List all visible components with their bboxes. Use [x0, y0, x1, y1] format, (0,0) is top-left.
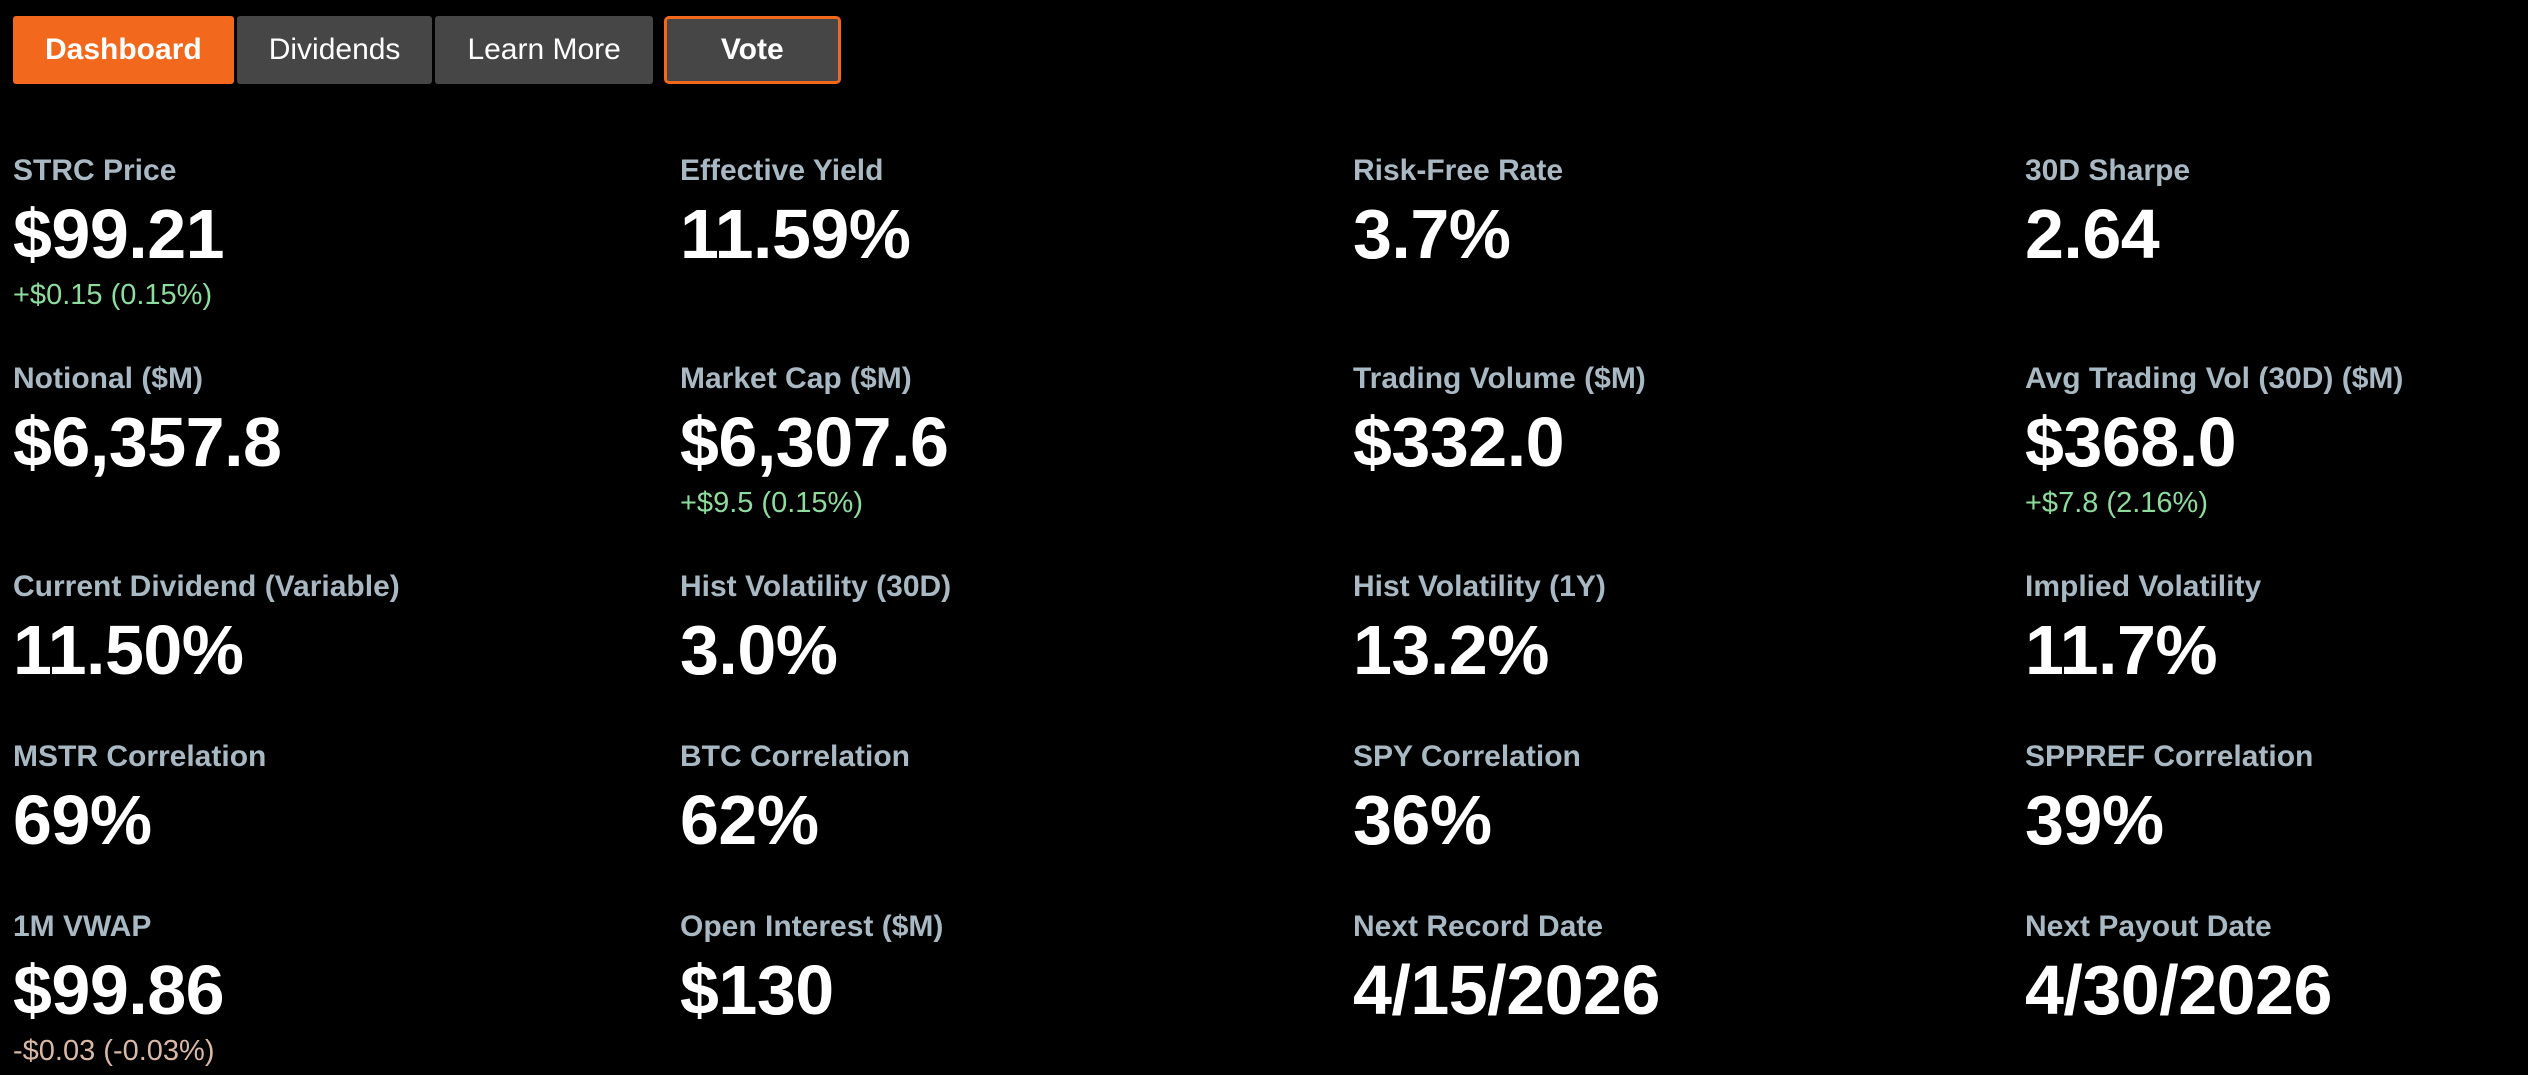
- metric-value: 13.2%: [1353, 611, 1549, 689]
- metric-card-trading-volume: Trading Volume ($M) $332.0: [1353, 358, 2025, 522]
- metric-card-next-record-date: Next Record Date 4/15/2026: [1353, 906, 2025, 1070]
- metric-label: Open Interest ($M): [680, 910, 944, 943]
- metric-card-avg-trading-vol-30d: Avg Trading Vol (30D) ($M) $368.0 +$7.8 …: [2025, 358, 2528, 522]
- metric-label: 1M VWAP: [13, 910, 152, 943]
- metric-value: 4/15/2026: [1353, 951, 1660, 1029]
- metric-label: Hist Volatility (1Y): [1353, 570, 1606, 603]
- metric-value: $368.0: [2025, 403, 2237, 481]
- metric-label: Next Payout Date: [2025, 910, 2272, 943]
- metric-card-30d-sharpe: 30D Sharpe 2.64: [2025, 150, 2528, 314]
- metric-card-market-cap: Market Cap ($M) $6,307.6 +$9.5 (0.15%): [680, 358, 1353, 522]
- tab-dividends[interactable]: Dividends: [236, 16, 433, 84]
- metric-value: $99.21: [13, 195, 225, 273]
- metric-card-strc-price: STRC Price $99.21 +$0.15 (0.15%): [13, 150, 680, 314]
- tab-bar: Dashboard Dividends Learn More Vote: [13, 16, 2528, 84]
- metric-card-hist-volatility-30d: Hist Volatility (30D) 3.0%: [680, 566, 1353, 692]
- metric-card-mstr-correlation: MSTR Correlation 69%: [13, 736, 680, 862]
- metric-label: Notional ($M): [13, 362, 203, 395]
- metric-value: 36%: [1353, 781, 1492, 859]
- metric-delta: +$7.8 (2.16%): [2025, 487, 2208, 519]
- metric-value: $6,357.8: [13, 403, 282, 481]
- metric-card-hist-volatility-1y: Hist Volatility (1Y) 13.2%: [1353, 566, 2025, 692]
- metric-label: STRC Price: [13, 154, 177, 187]
- metric-label: Effective Yield: [680, 154, 884, 187]
- metric-label: SPPREF Correlation: [2025, 740, 2314, 773]
- tab-vote[interactable]: Vote: [663, 16, 841, 84]
- metric-value: $130: [680, 951, 834, 1029]
- metric-label: MSTR Correlation: [13, 740, 267, 773]
- metric-card-spy-correlation: SPY Correlation 36%: [1353, 736, 2025, 862]
- metric-value: 39%: [2025, 781, 2164, 859]
- strc-dashboard: Dashboard Dividends Learn More Vote STRC…: [0, 16, 2528, 1070]
- metric-card-open-interest: Open Interest ($M) $130: [680, 906, 1353, 1070]
- metric-delta: +$0.15 (0.15%): [13, 279, 213, 311]
- metric-value: 69%: [13, 781, 152, 859]
- metric-label: Hist Volatility (30D): [680, 570, 952, 603]
- metric-value: 2.64: [2025, 195, 2160, 273]
- metric-label: Avg Trading Vol (30D) ($M): [2025, 362, 2404, 395]
- metric-card-sppref-correlation: SPPREF Correlation 39%: [2025, 736, 2528, 862]
- metric-card-current-dividend: Current Dividend (Variable) 11.50%: [13, 566, 680, 692]
- metric-card-notional: Notional ($M) $6,357.8: [13, 358, 680, 522]
- metric-value: $99.86: [13, 951, 225, 1029]
- metric-card-next-payout-date: Next Payout Date 4/30/2026: [2025, 906, 2528, 1070]
- metric-value: $332.0: [1353, 403, 1565, 481]
- metric-label: 30D Sharpe: [2025, 154, 2191, 187]
- metric-label: Risk-Free Rate: [1353, 154, 1564, 187]
- metric-card-implied-volatility: Implied Volatility 11.7%: [2025, 566, 2528, 692]
- metric-card-risk-free-rate: Risk-Free Rate 3.7%: [1353, 150, 2025, 314]
- metric-label: Next Record Date: [1353, 910, 1604, 943]
- metric-value: $6,307.6: [680, 403, 949, 481]
- metric-delta: +$9.5 (0.15%): [680, 487, 863, 519]
- metric-value: 3.7%: [1353, 195, 1511, 273]
- tab-dashboard[interactable]: Dashboard: [13, 16, 234, 84]
- metric-label: Current Dividend (Variable): [13, 570, 400, 603]
- metrics-grid: STRC Price $99.21 +$0.15 (0.15%) Effecti…: [0, 150, 2528, 1070]
- metric-card-btc-correlation: BTC Correlation 62%: [680, 736, 1353, 862]
- metric-delta: -$0.03 (-0.03%): [13, 1035, 215, 1067]
- metric-card-effective-yield: Effective Yield 11.59%: [680, 150, 1353, 314]
- metric-card-1m-vwap: 1M VWAP $99.86 -$0.03 (-0.03%): [13, 906, 680, 1070]
- metric-label: Implied Volatility: [2025, 570, 2262, 603]
- metric-value: 11.50%: [13, 611, 244, 689]
- metric-value: 11.59%: [680, 195, 911, 273]
- metric-label: BTC Correlation: [680, 740, 911, 773]
- metric-value: 62%: [680, 781, 819, 859]
- metric-value: 3.0%: [680, 611, 838, 689]
- metric-value: 11.7%: [2025, 611, 2218, 689]
- tab-learn-more[interactable]: Learn More: [435, 16, 653, 84]
- metric-label: Market Cap ($M): [680, 362, 912, 395]
- metric-label: SPY Correlation: [1353, 740, 1581, 773]
- metric-value: 4/30/2026: [2025, 951, 2332, 1029]
- metric-label: Trading Volume ($M): [1353, 362, 1646, 395]
